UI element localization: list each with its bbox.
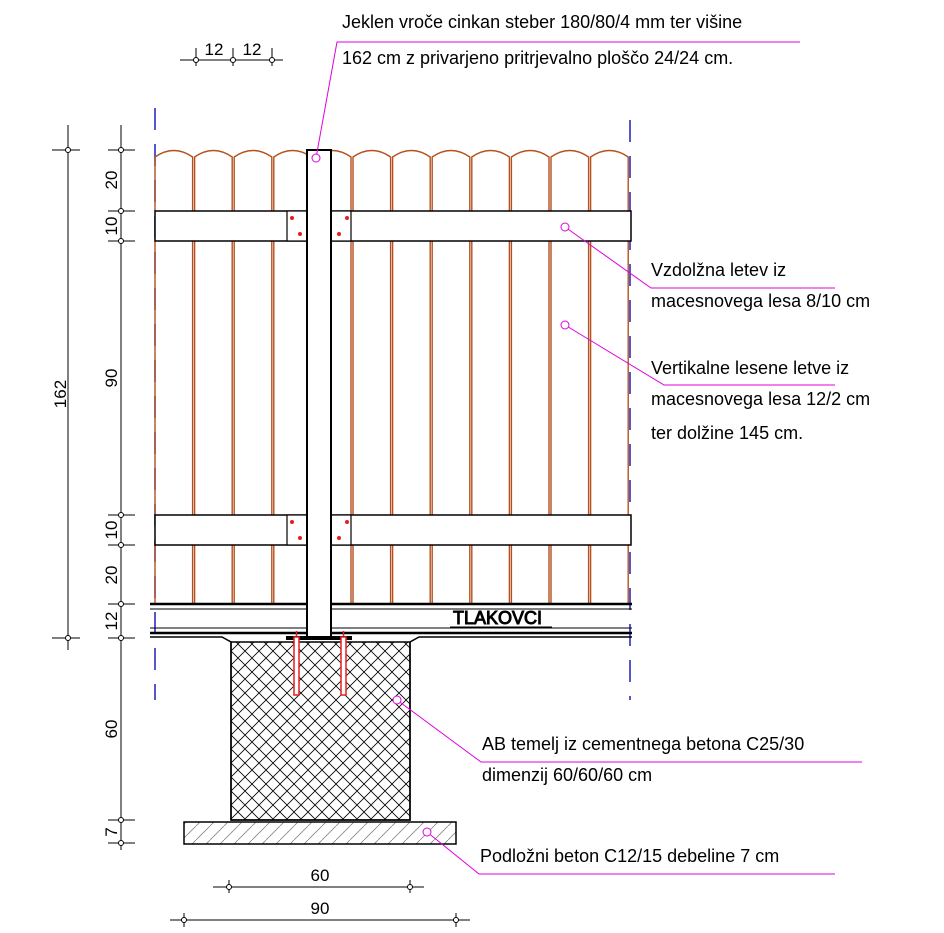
slat: [154, 241, 194, 515]
dim-slat-width-a: 12: [205, 40, 224, 59]
slat: [471, 241, 511, 515]
dim-pavers: 12: [102, 612, 121, 631]
dimension-labels: 162 20 10 90 10 20 12 60 7 12 12 60 90: [51, 40, 329, 918]
dim-rail-bottom: 10: [102, 521, 121, 540]
bracket-top-left: [286, 210, 308, 242]
slat: [352, 545, 392, 604]
note-rail-2: macesnovega lesa 8/10 cm: [651, 291, 870, 311]
slat: [431, 545, 471, 604]
slat: [589, 241, 629, 515]
slats-bottom: [154, 545, 629, 604]
steel-post: [286, 149, 352, 640]
foundation: [150, 636, 632, 821]
pavers-label: TLAKOVCI: [453, 608, 542, 628]
bracket-bottom-left: [286, 514, 308, 546]
rail-bottom: [154, 514, 632, 546]
slat: [193, 149, 233, 211]
slat: [352, 149, 392, 211]
bracket-bolts: [290, 216, 349, 540]
slats-top: [154, 149, 629, 211]
dim-foundation-depth: 60: [102, 720, 121, 739]
slats-middle: [154, 241, 629, 515]
dim-sublayer: 7: [102, 827, 121, 836]
slat: [550, 149, 590, 211]
leader-foundation: [396, 699, 862, 763]
slat: [391, 545, 431, 604]
slat: [431, 241, 471, 515]
dim-middle: 90: [102, 369, 121, 388]
leader-steel-post: [315, 41, 800, 159]
dim-top-slat: 20: [102, 171, 121, 190]
slat: [550, 545, 590, 604]
sublayer-concrete: [183, 821, 457, 845]
slat: [510, 241, 550, 515]
note-slats-3: ter dolžine 145 cm.: [651, 423, 803, 443]
note-foundation-1: AB temelj iz cementnega betona C25/30: [482, 734, 804, 754]
slat: [510, 545, 550, 604]
leader-sublayer: [426, 831, 835, 875]
anchor-bolts: [293, 631, 347, 696]
slat: [193, 241, 233, 515]
note-slats-1: Vertikalne lesene letve iz: [651, 358, 849, 378]
slat: [589, 149, 629, 211]
note-foundation-2: dimenzij 60/60/60 cm: [482, 765, 652, 785]
slat: [510, 149, 550, 211]
leader-marker-post: [311, 153, 321, 163]
note-rail-1: Vzdolžna letev iz: [651, 260, 786, 280]
slat: [550, 241, 590, 515]
slat: [471, 149, 511, 211]
dim-total-height: 162: [51, 380, 70, 408]
note-steel-post-1: Jeklen vroče cinkan steber 180/80/4 mm t…: [342, 12, 742, 32]
bracket-top-right: [330, 210, 352, 242]
leader-slats: [564, 324, 835, 386]
dim-bottom-slat: 20: [102, 566, 121, 585]
dim-slat-width-b: 12: [243, 40, 262, 59]
slat: [431, 149, 471, 211]
annotation-texts: Jeklen vroče cinkan steber 180/80/4 mm t…: [342, 12, 870, 866]
rail-top: [154, 210, 632, 242]
slat: [273, 545, 313, 604]
dim-rail-top: 10: [102, 217, 121, 236]
foundation-block: [230, 641, 411, 821]
slat: [154, 545, 194, 604]
slat: [233, 149, 273, 211]
note-sublayer: Podložni beton C12/15 debeline 7 cm: [480, 846, 779, 866]
slat: [154, 149, 194, 211]
pavers-layer: TLAKOVCI: [150, 602, 632, 635]
slat: [233, 545, 273, 604]
slat: [352, 241, 392, 515]
horizontal-rails: [154, 210, 632, 546]
slat: [233, 241, 273, 515]
slat: [471, 545, 511, 604]
slat: [273, 241, 313, 515]
dim-foundation-width: 60: [311, 866, 330, 885]
note-slats-2: macesnovega lesa 12/2 cm: [651, 389, 870, 409]
bracket-bottom-right: [330, 514, 352, 546]
slat: [391, 149, 431, 211]
slat: [193, 545, 233, 604]
slat: [589, 545, 629, 604]
leader-rail: [564, 226, 835, 289]
leader-lines: [311, 41, 862, 875]
note-steel-post-2: 162 cm z privarjeno pritrjevalno ploščo …: [342, 48, 733, 68]
dimension-nodes: [65, 57, 459, 923]
dim-sublayer-width: 90: [311, 899, 330, 918]
slat: [273, 149, 313, 211]
slat: [391, 241, 431, 515]
